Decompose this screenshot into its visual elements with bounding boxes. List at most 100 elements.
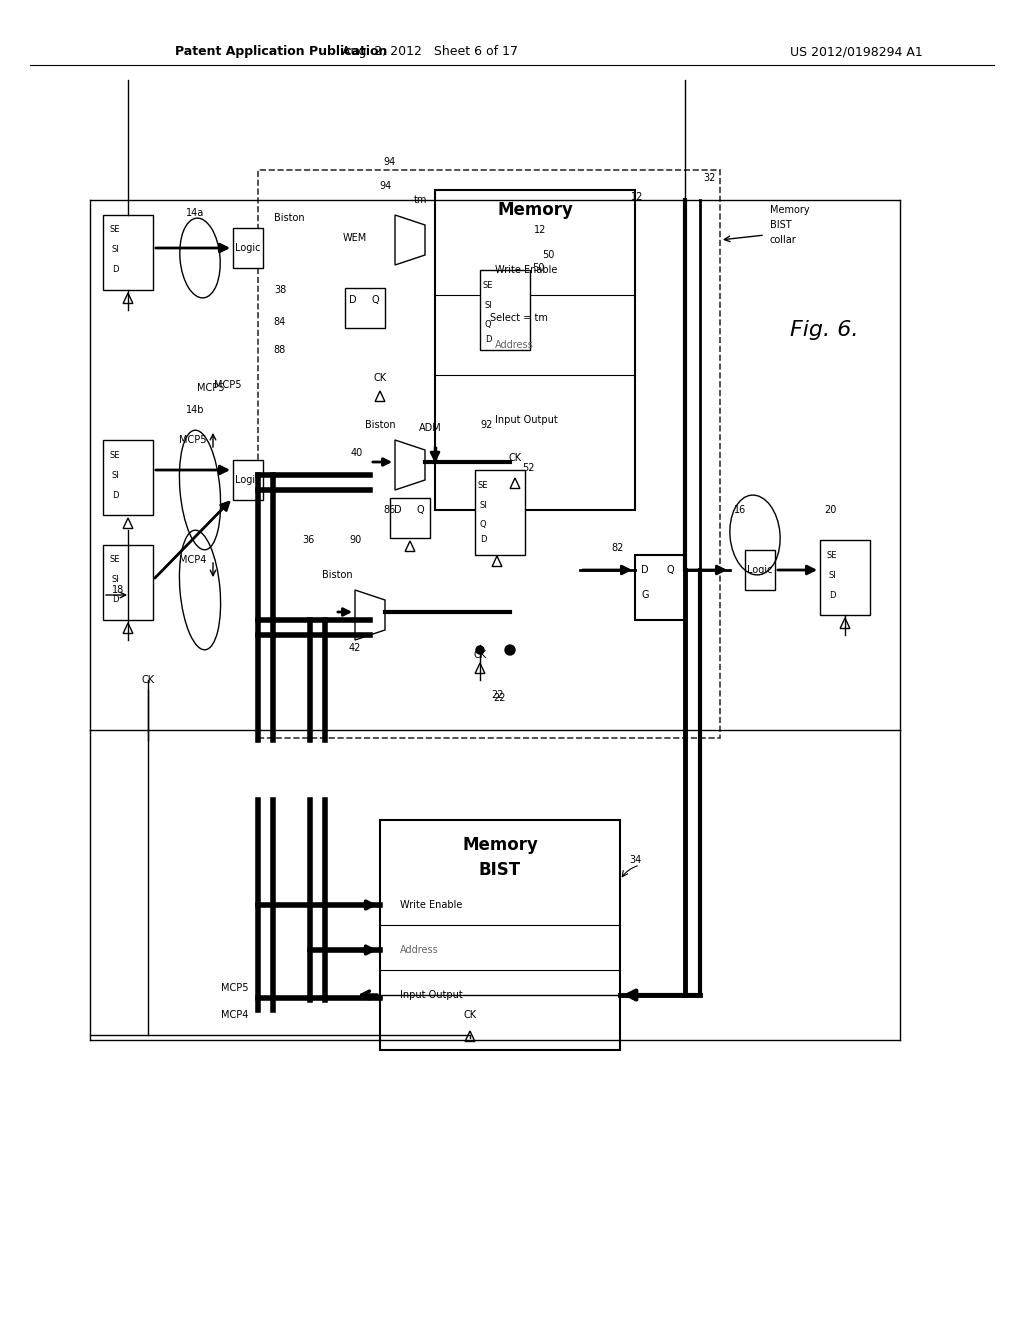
Text: 32: 32 <box>703 173 716 183</box>
Bar <box>103 215 153 290</box>
Bar <box>103 545 153 620</box>
Text: Memory: Memory <box>497 201 573 219</box>
Text: MCP4: MCP4 <box>179 554 207 565</box>
Bar <box>475 470 525 554</box>
Bar <box>390 498 430 539</box>
Text: Aug. 2, 2012   Sheet 6 of 17: Aug. 2, 2012 Sheet 6 of 17 <box>342 45 518 58</box>
Bar <box>380 820 620 1049</box>
Text: Input Output: Input Output <box>400 990 463 1001</box>
Text: Write Enable: Write Enable <box>400 900 463 909</box>
Text: 22: 22 <box>494 693 506 704</box>
Text: MCP5: MCP5 <box>214 380 242 389</box>
Text: MCP5: MCP5 <box>179 436 207 445</box>
Text: 82: 82 <box>611 543 625 553</box>
Text: D: D <box>480 536 486 544</box>
Text: 42: 42 <box>349 643 361 653</box>
Text: 38: 38 <box>273 285 286 294</box>
Text: CK: CK <box>509 453 521 463</box>
Text: Logic: Logic <box>236 243 261 253</box>
Text: Fig. 6.: Fig. 6. <box>790 319 858 341</box>
Text: 20: 20 <box>824 506 837 515</box>
Text: 92: 92 <box>481 420 494 430</box>
Bar <box>345 288 385 327</box>
Text: Address: Address <box>495 341 534 350</box>
Text: 50: 50 <box>542 249 554 260</box>
Text: SE: SE <box>478 480 488 490</box>
Bar <box>435 190 635 510</box>
Text: Q: Q <box>416 506 424 515</box>
Text: 22: 22 <box>492 690 504 700</box>
Text: Q: Q <box>371 294 379 305</box>
Text: CK: CK <box>374 374 387 383</box>
Text: 86: 86 <box>384 506 396 515</box>
Text: SI: SI <box>479 500 486 510</box>
Text: MCP5: MCP5 <box>198 383 225 393</box>
Text: SI: SI <box>828 570 836 579</box>
Bar <box>480 271 530 350</box>
Bar <box>233 228 263 268</box>
Text: 94: 94 <box>384 157 396 168</box>
Text: CK: CK <box>464 1010 476 1020</box>
Text: Memory: Memory <box>462 836 538 854</box>
Text: ADM: ADM <box>419 422 441 433</box>
Text: tm: tm <box>414 195 427 205</box>
Text: Q: Q <box>479 520 486 529</box>
Text: D: D <box>112 491 118 499</box>
Text: 12: 12 <box>534 224 546 235</box>
Text: 34: 34 <box>629 855 641 865</box>
Text: SI: SI <box>112 576 119 585</box>
Text: SI: SI <box>484 301 492 309</box>
Text: SI: SI <box>112 470 119 479</box>
Text: Biston: Biston <box>322 570 352 579</box>
Text: D: D <box>349 294 356 305</box>
Text: 50: 50 <box>531 263 544 273</box>
Text: SE: SE <box>826 550 838 560</box>
Text: 14b: 14b <box>185 405 204 414</box>
Text: SE: SE <box>482 281 494 289</box>
Bar <box>820 540 870 615</box>
Text: Address: Address <box>400 945 438 954</box>
Text: WEM: WEM <box>343 234 368 243</box>
Text: 40: 40 <box>351 447 364 458</box>
Text: D: D <box>828 590 836 599</box>
Text: SE: SE <box>110 450 120 459</box>
Text: Q: Q <box>667 565 674 576</box>
Text: Input Output: Input Output <box>495 414 558 425</box>
Text: 14a: 14a <box>186 209 204 218</box>
Text: 12: 12 <box>631 191 643 202</box>
Text: Write Enable: Write Enable <box>495 265 557 275</box>
Bar <box>635 554 685 620</box>
Text: D: D <box>112 265 118 275</box>
Text: collar: collar <box>770 235 797 246</box>
Bar <box>233 459 263 500</box>
Text: D: D <box>112 595 118 605</box>
Text: BIST: BIST <box>770 220 792 230</box>
Text: Q: Q <box>484 321 492 330</box>
Text: 18: 18 <box>112 585 124 595</box>
Bar <box>258 170 720 738</box>
Circle shape <box>476 645 484 653</box>
Text: Logic: Logic <box>748 565 773 576</box>
Text: 16: 16 <box>734 506 746 515</box>
Text: D: D <box>484 335 492 345</box>
Text: US 2012/0198294 A1: US 2012/0198294 A1 <box>790 45 923 58</box>
Text: 88: 88 <box>273 345 286 355</box>
Text: MCP5: MCP5 <box>220 983 248 993</box>
Text: Memory: Memory <box>770 205 810 215</box>
Text: 84: 84 <box>273 317 286 327</box>
Text: Logic: Logic <box>236 475 261 484</box>
Circle shape <box>505 645 515 655</box>
Text: BIST: BIST <box>479 861 521 879</box>
Text: D: D <box>641 565 649 576</box>
Text: SE: SE <box>110 556 120 565</box>
Text: Select = tm: Select = tm <box>490 313 548 323</box>
Text: SE: SE <box>110 226 120 235</box>
Text: D: D <box>394 506 401 515</box>
Text: MCP4: MCP4 <box>220 1010 248 1020</box>
Text: 36: 36 <box>302 535 314 545</box>
Text: Patent Application Publication: Patent Application Publication <box>175 45 387 58</box>
Text: CK: CK <box>473 649 486 660</box>
Text: Biston: Biston <box>365 420 395 430</box>
Bar <box>103 440 153 515</box>
Text: CK: CK <box>141 675 155 685</box>
